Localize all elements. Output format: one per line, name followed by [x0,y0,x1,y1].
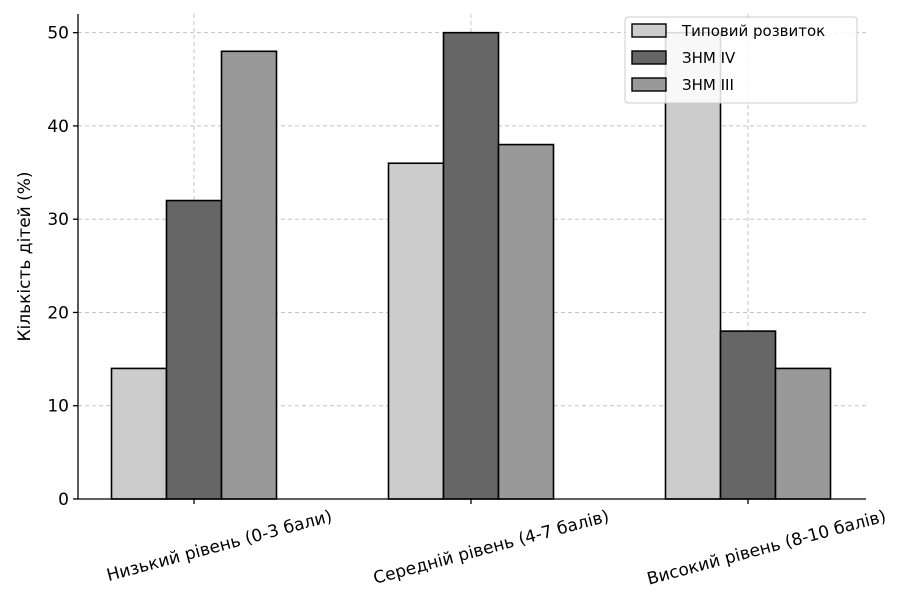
bar [664,31,722,500]
y-tick-label: 30 [47,210,69,230]
bar [497,143,555,500]
bar [442,31,500,500]
bar [387,162,445,500]
bar [110,367,168,500]
bar [719,330,777,500]
x-tick-labels: Низький рівень (0-3 бали) Середній рівень… [105,499,888,590]
axes [77,14,866,500]
y-axis-title: Кількість дітей (%) [15,171,35,341]
x-tick-label: Високий рівень (8-10 балів) [645,507,888,590]
legend-swatch [631,77,667,92]
legend-label: Типовий розвиток [681,22,825,40]
y-tick-label: 40 [47,117,69,137]
bar [774,367,832,500]
y-tick-label: 10 [47,397,69,417]
legend-swatch [631,23,667,38]
legend-box [624,16,858,104]
y-tick-label: 50 [47,24,69,44]
x-tick-label: Низький рівень (0-3 бали) [105,507,335,586]
x-tick-label: Середній рівень (4-7 балів) [371,507,611,589]
legend-swatch [631,50,667,65]
legend: Типовий розвиток ЗНМ IV ЗНМ III [624,16,858,104]
bar [220,50,278,500]
legend-label: ЗНМ III [682,76,734,94]
bars [110,31,832,500]
y-tick-label: 0 [58,490,69,510]
y-ticks: 0 10 20 30 40 50 [47,24,78,510]
legend-label: ЗНМ IV [682,49,736,67]
y-tick-label: 20 [47,303,69,323]
bar [165,199,223,500]
